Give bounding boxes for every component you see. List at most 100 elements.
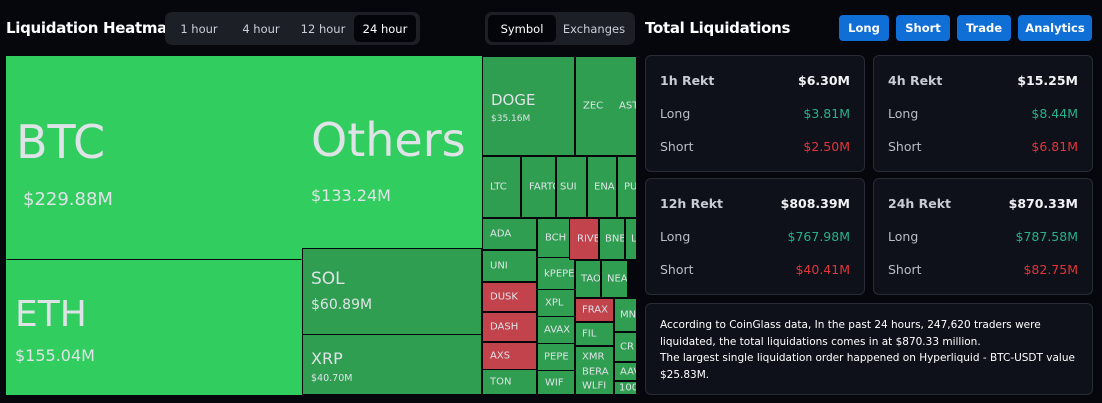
cell-value: $60.89M (311, 297, 373, 313)
cell-symbol: 100 (619, 382, 636, 394)
long-button[interactable]: Long (839, 15, 889, 41)
treemap-cell-cr[interactable]: CR (614, 332, 636, 362)
treemap-cell-ton[interactable]: TON (482, 369, 537, 395)
treemap-cell-tao[interactable]: TAO (575, 260, 601, 298)
short-value: $82.75M (1023, 262, 1078, 277)
summary-line-1: According to CoinGlass data, In the past… (660, 319, 1041, 348)
treemap-cell-bera[interactable]: BERA (575, 366, 614, 378)
short-value: $2.50M (803, 139, 850, 154)
card-total: $6.30M (798, 73, 850, 88)
treemap-cell-bne[interactable]: BNE (599, 218, 625, 260)
treemap-cell-pepe[interactable]: PEPE (537, 343, 575, 371)
treemap-cell-mn[interactable]: MN (614, 298, 636, 332)
long-value: $787.58M (1015, 229, 1078, 244)
treemap-cell-uni[interactable]: UNI (482, 250, 537, 282)
cell-symbol: ENA (594, 181, 615, 193)
short-button[interactable]: Short (896, 15, 950, 41)
treemap-cell-bch[interactable]: BCH (537, 218, 575, 258)
card-total: $808.39M (780, 196, 850, 211)
treemap-cell-100[interactable]: 100 (614, 381, 636, 395)
treemap-cell-ena[interactable]: ENA (587, 156, 617, 218)
treemap-cell-pu[interactable]: PU (617, 156, 636, 218)
cell-symbol: ADA (490, 228, 512, 240)
cell-symbol: TON (490, 376, 512, 388)
tab-1-hour[interactable]: 1 hour (180, 21, 218, 36)
card-label: 1h Rekt (660, 73, 715, 88)
short-value: $40.41M (795, 262, 850, 277)
cell-symbol: WIF (545, 377, 564, 388)
total-liquidations-title: Total Liquidations (645, 19, 791, 37)
treemap-cell-kpepe[interactable]: kPEPE (537, 258, 575, 290)
treemap-cell-xmr[interactable]: XMR (575, 346, 614, 366)
tab-exchanges[interactable]: Exchanges (562, 21, 626, 36)
cell-symbol: XPL (545, 297, 564, 309)
tab-12-hour[interactable]: 12 hour (300, 21, 346, 36)
treemap-cell-dash[interactable]: DASH (482, 312, 537, 342)
cell-symbol: SUI (560, 181, 577, 193)
cell-symbol: kPEPE (544, 268, 575, 279)
treemap-cell-ltc[interactable]: LTC (482, 156, 521, 218)
cell-symbol: FARTC (529, 181, 555, 193)
cell-symbol: AVAX (544, 324, 571, 336)
cell-value: $133.24M (311, 186, 391, 205)
view-mode-tabs: Symbol Exchanges (485, 12, 635, 45)
cell-value: $155.04M (15, 346, 95, 365)
treemap-cell-wlfi[interactable]: WLFI (575, 378, 614, 395)
treemap-cell-xrp[interactable]: XRP $40.70M (302, 334, 482, 395)
treemap-cell-rive[interactable]: RIVE (569, 218, 599, 260)
cell-symbol: PU (624, 181, 636, 193)
cell-symbol: Others (311, 113, 466, 167)
treemap-cell-others[interactable]: Others $133.24M (302, 56, 482, 249)
cell-symbol: BERA (582, 366, 609, 378)
cell-symbol: MN (620, 309, 636, 321)
cell-symbol: CR (620, 341, 634, 353)
treemap-cell-eth[interactable]: ETH $155.04M (6, 259, 302, 395)
cell-value: $229.88M (23, 189, 113, 210)
cell-value: $40.70M (311, 373, 353, 384)
short-value: $6.81M (1031, 139, 1078, 154)
short-label: Short (660, 139, 694, 154)
long-label: Long (888, 229, 919, 244)
card-label: 4h Rekt (888, 73, 943, 88)
trade-button[interactable]: Trade (957, 15, 1011, 41)
short-label: Short (660, 262, 694, 277)
treemap-cell-doge[interactable]: DOGE $35.16M (482, 56, 575, 156)
cell-symbol: XMR (582, 351, 605, 362)
tab-4-hour[interactable]: 4 hour (242, 21, 280, 36)
cell-symbol: ZEC (583, 100, 604, 112)
treemap-cell-dusk[interactable]: DUSK (482, 282, 537, 312)
card-total: $870.33M (1008, 196, 1078, 211)
card-label: 12h Rekt (660, 196, 724, 211)
treemap-cell-fil[interactable]: FIL (575, 322, 614, 346)
treemap-cell-wif[interactable]: WIF (537, 370, 575, 395)
treemap-cell-frax[interactable]: FRAX (575, 298, 614, 322)
stat-card-4h: 4h Rekt $15.25M Long $8.44M Short $6.81M (873, 55, 1093, 172)
long-label: Long (888, 106, 919, 121)
treemap-cell-zec[interactable]: ZEC AST (575, 56, 636, 156)
time-range-tabs: 1 hour 4 hour 12 hour 24 hour (165, 12, 420, 45)
analytics-button[interactable]: Analytics (1018, 15, 1092, 41)
treemap-cell-fartcoin[interactable]: FARTC (521, 156, 556, 218)
tab-24-hour[interactable]: 24 hour (354, 15, 416, 42)
treemap-cell-near[interactable]: NEA (601, 260, 628, 298)
action-buttons: Long Short Trade Analytics (839, 15, 1092, 41)
heatmap-title: Liquidation Heatmap (6, 19, 178, 37)
treemap-cell-l[interactable]: L (625, 218, 636, 260)
treemap-cell-xpl[interactable]: XPL (537, 290, 575, 317)
long-value: $8.44M (1031, 106, 1078, 121)
tab-symbol[interactable]: Symbol (488, 15, 556, 42)
cell-symbol: AAV (620, 366, 636, 377)
treemap-cell-btc[interactable]: BTC $229.88M (6, 56, 302, 259)
treemap-cell-axs[interactable]: AXS (482, 342, 537, 370)
short-label: Short (888, 139, 922, 154)
treemap-cell-aave[interactable]: AAV (614, 362, 636, 381)
treemap-cell-sui[interactable]: SUI (556, 156, 587, 218)
treemap-cell-ada[interactable]: ADA (482, 218, 537, 250)
treemap-cell-sol[interactable]: SOL $60.89M (302, 248, 482, 335)
cell-symbol: WLFI (582, 380, 607, 392)
card-total: $15.25M (1017, 73, 1078, 88)
treemap-cell-avax[interactable]: AVAX (537, 316, 575, 344)
short-label: Short (888, 262, 922, 277)
cell-symbol: FRAX (582, 304, 608, 316)
long-label: Long (660, 106, 691, 121)
